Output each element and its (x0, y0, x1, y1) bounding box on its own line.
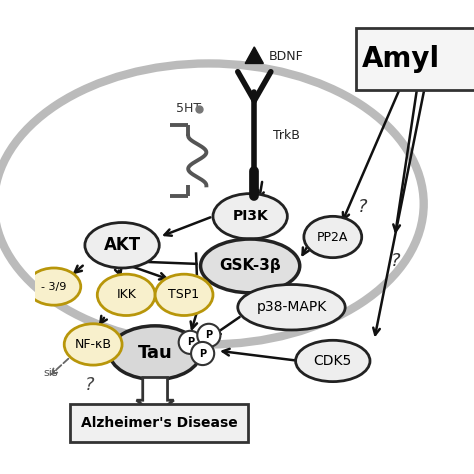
Ellipse shape (304, 216, 362, 258)
Polygon shape (245, 47, 264, 64)
Text: 5HT: 5HT (176, 102, 201, 115)
Text: IKK: IKK (116, 288, 136, 301)
Text: - 3/9: - 3/9 (41, 282, 66, 292)
Text: GSK-3β: GSK-3β (219, 258, 281, 273)
Text: AKT: AKT (103, 236, 141, 254)
Text: ?: ? (357, 198, 367, 216)
Ellipse shape (27, 268, 81, 305)
Ellipse shape (85, 222, 159, 268)
Text: Amyl: Amyl (362, 46, 440, 73)
Ellipse shape (155, 274, 213, 316)
Circle shape (191, 342, 214, 365)
Text: NF-κB: NF-κB (74, 338, 112, 351)
Text: Alzheimer's Disease: Alzheimer's Disease (81, 416, 237, 430)
Text: ?: ? (85, 376, 94, 394)
Text: P: P (205, 330, 212, 340)
Circle shape (179, 331, 202, 354)
Ellipse shape (109, 326, 201, 380)
Ellipse shape (97, 274, 155, 316)
Text: Tau: Tau (138, 344, 173, 362)
Text: ?: ? (391, 252, 400, 270)
Text: PP2A: PP2A (317, 230, 348, 244)
Text: P: P (199, 348, 206, 358)
Text: TSP1: TSP1 (168, 288, 200, 301)
Text: sis: sis (44, 368, 58, 378)
Text: TrkB: TrkB (273, 129, 300, 142)
Text: CDK5: CDK5 (314, 354, 352, 368)
Ellipse shape (296, 340, 370, 382)
Text: P: P (187, 337, 194, 347)
Text: p38-MAPK: p38-MAPK (256, 300, 327, 314)
Ellipse shape (201, 239, 300, 293)
FancyBboxPatch shape (356, 28, 474, 91)
Text: BDNF: BDNF (269, 49, 303, 63)
FancyArrow shape (137, 377, 173, 415)
Ellipse shape (238, 284, 345, 330)
Text: PI3K: PI3K (232, 210, 268, 223)
Ellipse shape (213, 193, 287, 239)
Ellipse shape (64, 324, 122, 365)
FancyBboxPatch shape (71, 404, 248, 442)
Circle shape (197, 324, 220, 347)
